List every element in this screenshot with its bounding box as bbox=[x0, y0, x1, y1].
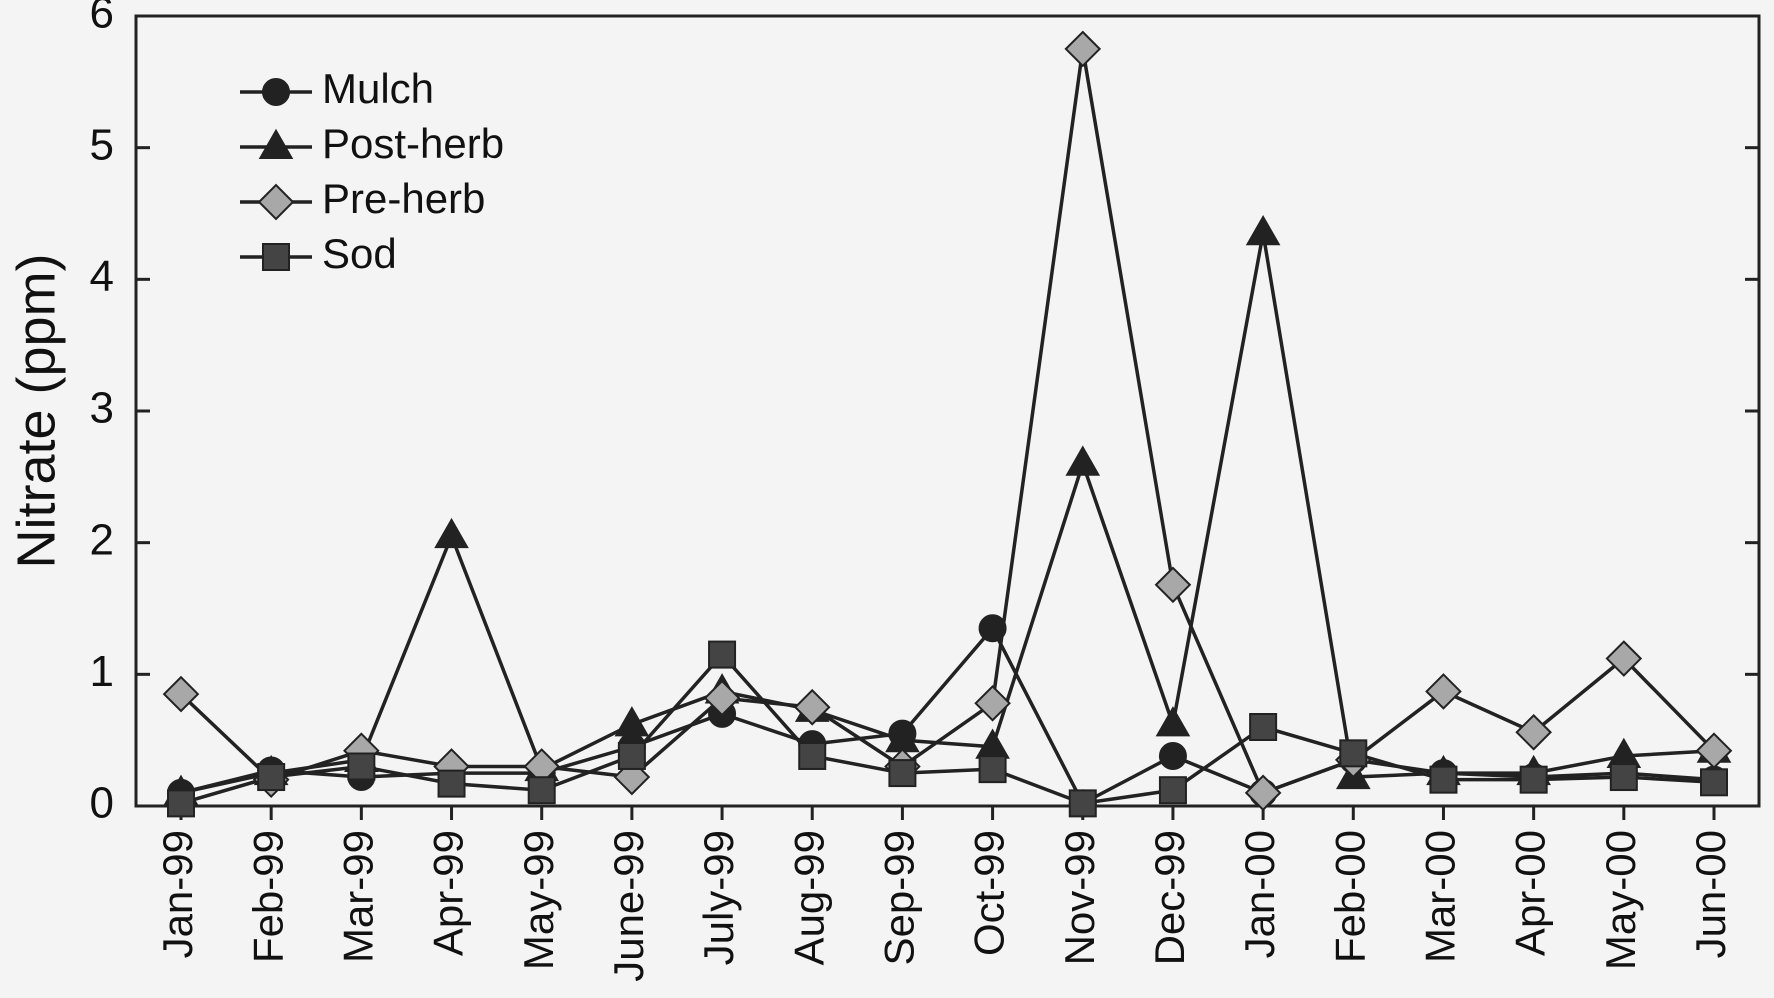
data-point bbox=[1065, 445, 1101, 476]
data-point bbox=[888, 759, 917, 788]
x-tick-label: Jun-00 bbox=[1687, 830, 1734, 958]
x-tick-label: Dec-99 bbox=[1146, 830, 1193, 965]
data-point bbox=[1068, 789, 1097, 818]
y-tick-label: 0 bbox=[90, 779, 114, 828]
x-tick-label: Mar-00 bbox=[1417, 830, 1464, 963]
y-tick-label: 5 bbox=[90, 120, 114, 169]
data-point bbox=[1158, 776, 1187, 805]
x-tick-label: Sep-99 bbox=[876, 830, 923, 965]
data-point bbox=[1155, 706, 1191, 737]
data-point bbox=[1605, 640, 1643, 677]
data-point bbox=[978, 755, 1007, 784]
x-tick-label: Apr-99 bbox=[425, 830, 472, 956]
data-point bbox=[798, 741, 827, 770]
data-point bbox=[1515, 713, 1552, 751]
data-point bbox=[162, 675, 200, 713]
data-point bbox=[1244, 774, 1282, 812]
data-point bbox=[1154, 566, 1192, 604]
series-line bbox=[180, 651, 1715, 806]
data-point bbox=[1609, 763, 1638, 792]
x-tick-label: Apr-00 bbox=[1507, 830, 1554, 956]
x-tick-label: Mar-99 bbox=[334, 830, 381, 963]
legend-label: Post-herb bbox=[322, 120, 504, 167]
data-point bbox=[257, 763, 286, 792]
legend-label: Sod bbox=[322, 230, 397, 277]
data-point bbox=[978, 614, 1007, 643]
y-tick-label: 2 bbox=[90, 515, 114, 564]
data-point bbox=[793, 688, 831, 726]
legend-label: Pre-herb bbox=[322, 175, 485, 222]
legend-marker bbox=[262, 243, 290, 271]
y-axis-label: Nitrate (ppm) bbox=[6, 253, 66, 568]
data-point bbox=[1245, 214, 1281, 246]
data-point bbox=[167, 789, 195, 818]
x-tick-label: Feb-00 bbox=[1326, 830, 1373, 963]
data-point bbox=[1249, 713, 1278, 741]
x-tick-label: June-99 bbox=[605, 830, 652, 982]
data-point bbox=[703, 679, 741, 717]
data-point bbox=[527, 776, 556, 805]
x-tick-label: Jan-99 bbox=[154, 830, 201, 958]
y-tick-label: 3 bbox=[90, 384, 114, 433]
x-tick-label: Feb-99 bbox=[244, 830, 291, 963]
legend-label: Mulch bbox=[322, 65, 434, 112]
data-point bbox=[437, 769, 466, 798]
x-tick-label: May-00 bbox=[1597, 830, 1644, 970]
data-point bbox=[974, 684, 1011, 722]
data-point bbox=[1695, 732, 1733, 770]
x-tick-label: Aug-99 bbox=[785, 830, 832, 965]
legend-marker bbox=[258, 128, 294, 160]
x-tick-label: May-99 bbox=[515, 830, 562, 970]
x-tick-label: Nov-99 bbox=[1056, 830, 1103, 965]
data-point bbox=[708, 640, 737, 669]
y-tick-label: 6 bbox=[90, 0, 114, 38]
data-point bbox=[1700, 768, 1728, 797]
data-point bbox=[975, 728, 1010, 759]
y-tick-label: 1 bbox=[90, 647, 114, 696]
data-point bbox=[434, 517, 469, 549]
data-point bbox=[1519, 765, 1548, 794]
data-point bbox=[617, 741, 646, 770]
data-point bbox=[1425, 673, 1462, 710]
x-tick-label: Jan-00 bbox=[1236, 830, 1283, 958]
series-line bbox=[180, 232, 1715, 795]
data-point bbox=[1064, 30, 1102, 68]
data-point bbox=[1158, 741, 1187, 770]
legend-marker bbox=[262, 78, 290, 106]
data-point bbox=[347, 752, 376, 781]
x-tick-label: Oct-99 bbox=[966, 830, 1013, 956]
x-tick-label: July-99 bbox=[695, 830, 742, 965]
data-point bbox=[1429, 765, 1458, 794]
data-point bbox=[1606, 737, 1642, 769]
data-point bbox=[1339, 739, 1368, 768]
data-point bbox=[614, 706, 650, 737]
legend-marker bbox=[257, 183, 295, 221]
y-tick-label: 4 bbox=[90, 252, 114, 301]
